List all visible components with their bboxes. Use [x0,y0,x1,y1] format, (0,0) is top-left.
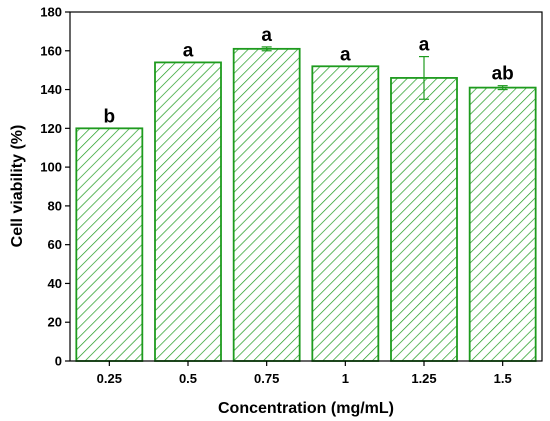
plot-frame [69,11,543,362]
y-tick-label-180: 180 [40,5,62,20]
error-bars-layer [261,46,508,100]
x-tick-label-1.5: 1.5 [494,371,512,386]
bar-1.25 [390,77,458,362]
y-tick-label-0: 0 [55,354,62,369]
error-bar-1.25 [419,55,429,100]
x-tick-label-0.5: 0.5 [179,371,197,386]
significance-label-0.75: a [261,25,272,46]
error-bar-1.5 [497,85,508,91]
y-tick-label-120: 120 [40,121,62,136]
y-tick-label-140: 140 [40,82,62,97]
bar-1.5 [468,86,537,362]
bar-0.5 [154,61,222,362]
significance-label-0.5: a [183,40,194,61]
y-tick-label-20: 20 [48,315,62,330]
x-axis-title: Concentration (mg/mL) [218,400,394,417]
significance-labels-layer: b a a a a ab [104,25,514,127]
x-tick-label-0.25: 0.25 [97,371,122,386]
x-tick-label-1: 1 [342,371,349,386]
significance-label-1: a [340,44,351,65]
significance-label-1.5: ab [492,64,514,85]
significance-label-1.25: a [419,35,430,56]
y-tick-label-40: 40 [48,276,62,291]
y-tick-label-80: 80 [48,198,62,213]
bars-layer [75,47,537,362]
bar-0.75 [232,47,301,362]
x-tick-label-1.25: 1.25 [411,371,436,386]
bar-1 [311,65,380,362]
x-tick-label-0.75: 0.75 [254,371,279,386]
bar-0.25 [75,127,144,362]
y-tick-label-100: 100 [40,160,62,175]
error-bar-0.75 [261,46,272,52]
y-axis-title: Cell viability (%) [9,125,26,248]
y-tick-label-60: 60 [48,237,62,252]
y-tick-label-160: 160 [40,43,62,58]
x-axis: 0.25 0.5 0.75 1 1.25 1.5 [97,361,512,386]
y-axis: 0 20 40 60 80 100 120 140 160 180 [40,5,70,369]
significance-label-0.25: b [104,106,116,127]
